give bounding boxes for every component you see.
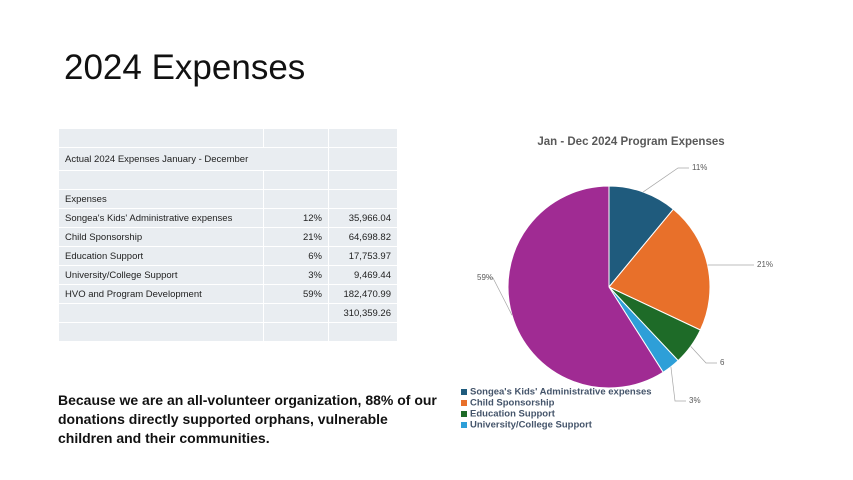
table-row: HVO and Program Development 59% 182,470.99 [58, 284, 398, 304]
leader-line [690, 346, 717, 364]
table-cell: 21% [263, 227, 329, 247]
table-cell: Education Support [58, 246, 264, 266]
table-cell: 12% [263, 208, 329, 228]
table-total: 310,359.26 [328, 303, 398, 323]
table-cell: 17,753.97 [328, 246, 398, 266]
legend-label: University/College Support [470, 420, 593, 431]
legend-swatch [461, 400, 467, 406]
data-label: 21% [757, 260, 773, 269]
expense-table: Actual 2024 Expenses January - December … [58, 128, 398, 342]
legend-swatch [461, 389, 467, 395]
data-label: 3% [689, 396, 701, 405]
table-cell: Child Sponsorship [58, 227, 264, 247]
table-row: University/College Support 3% 9,469.44 [58, 265, 398, 285]
legend-swatch [461, 422, 467, 428]
table-cell: 64,698.82 [328, 227, 398, 247]
table-row: Education Support 6% 17,753.97 [58, 246, 398, 266]
legend-swatch [461, 411, 467, 417]
pie-slice [507, 185, 664, 389]
slide-title: 2024 Expenses [64, 48, 306, 87]
legend-label: Songea's Kids' Administrative expenses [470, 387, 652, 398]
data-label: 6 [720, 358, 725, 367]
legend-label: Child Sponsorship [470, 398, 555, 409]
table-cell: 59% [263, 284, 329, 304]
data-label: 59% [477, 273, 493, 282]
note: Because we are an all-volunteer organiza… [58, 392, 437, 446]
leader-line [643, 167, 689, 193]
table-cell: 182,470.99 [328, 284, 398, 304]
table-cell: University/College Support [58, 265, 264, 285]
pie-slice [608, 185, 675, 289]
table-cell: 3% [263, 265, 329, 285]
table-caption: Actual 2024 Expenses January - December [58, 147, 329, 171]
data-label: 11% [692, 163, 707, 172]
table-cell: HVO and Program Development [58, 284, 264, 304]
legend-label: Education Support [470, 409, 556, 420]
table-row: Child Sponsorship 21% 64,698.82 [58, 227, 398, 247]
leader-line [489, 277, 513, 316]
leader-line [670, 366, 686, 402]
chart-title: Jan - Dec 2024 Program Expenses [537, 136, 724, 148]
table-cell: 9,469.44 [328, 265, 398, 285]
